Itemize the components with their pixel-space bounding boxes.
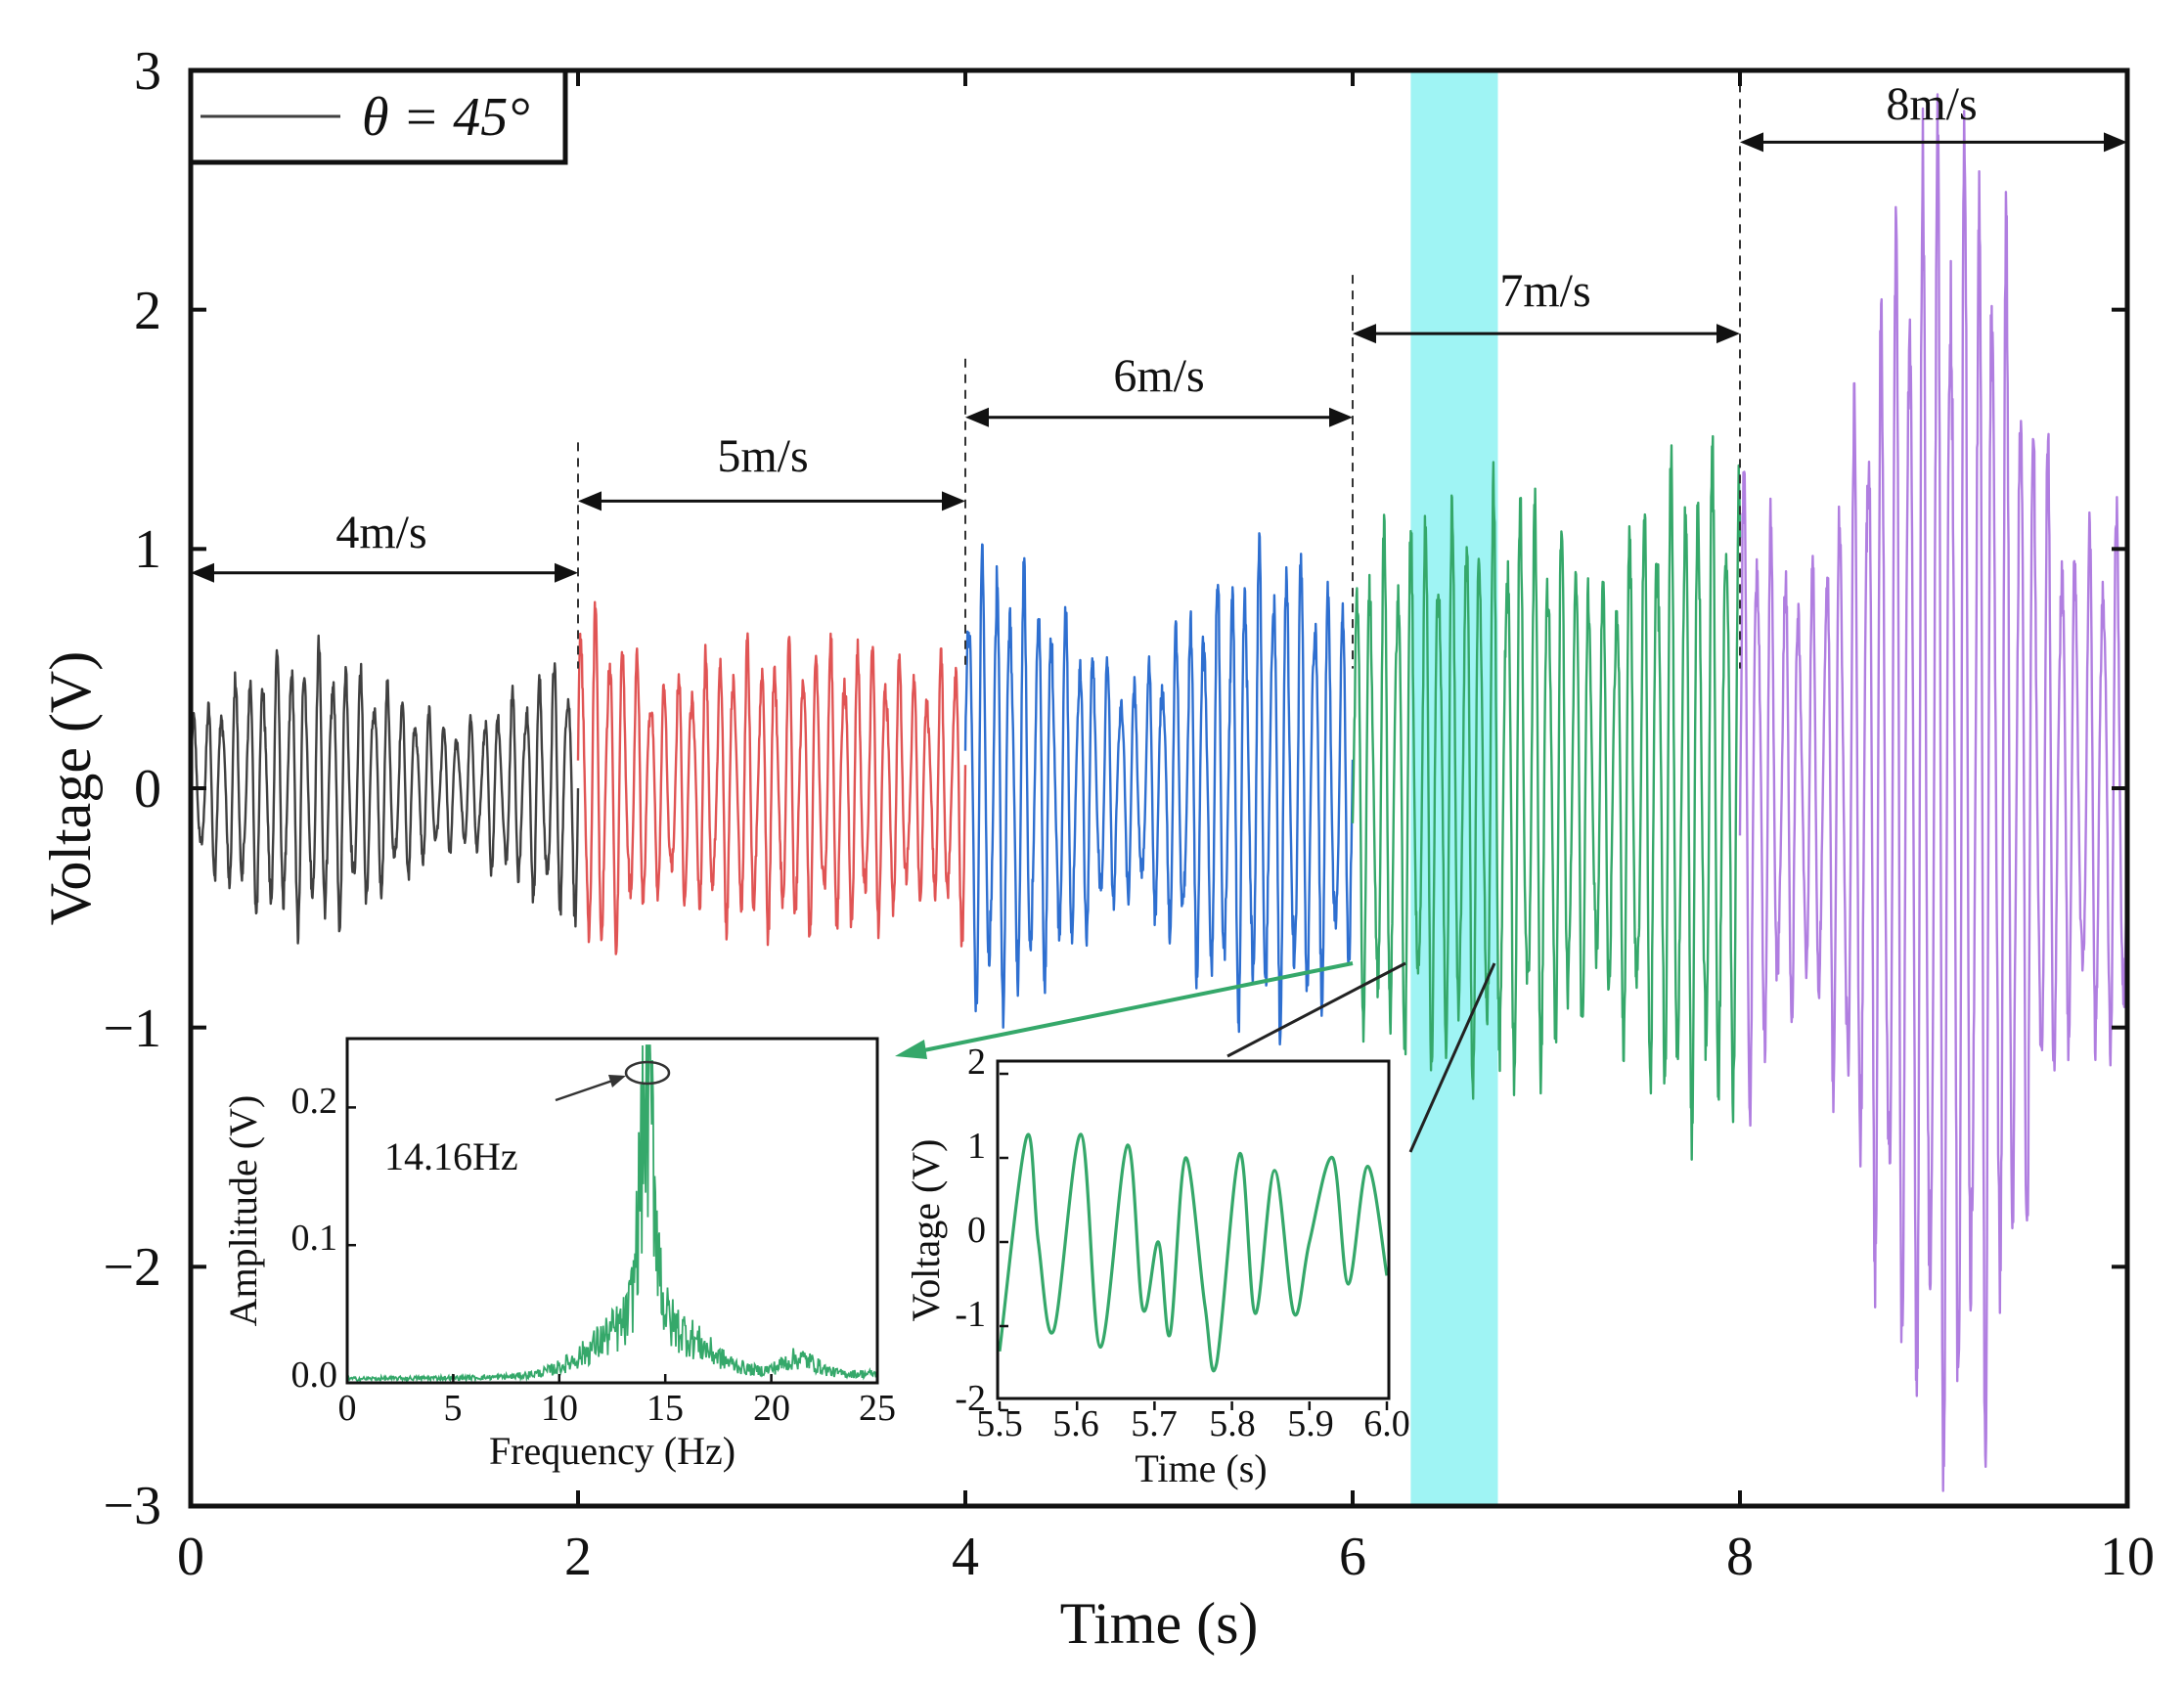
- x-axis-title: Time (s): [1060, 1591, 1259, 1656]
- speed-label-4: 4m/s: [335, 507, 426, 558]
- speed-annotations: 4m/s 5m/s 6m/s 7m/s 8m/s: [191, 78, 2127, 583]
- inset-fft-frame: [345, 1037, 879, 1385]
- x-tick-label: 10: [2100, 1527, 2155, 1587]
- fft-callout-arrow: [904, 961, 1354, 1056]
- zoom-y-axis-title: Voltage (V): [904, 1139, 948, 1322]
- zoom-callout-line-right: [1408, 962, 1496, 1153]
- fft-peak-marker: [624, 1060, 671, 1086]
- fft-y-tick-label: 0.0: [291, 1354, 338, 1396]
- fft-x-tick-label: 15: [646, 1388, 684, 1429]
- zoom-y-tick-label: -1: [955, 1294, 986, 1335]
- fft-x-tick-label: 25: [859, 1388, 896, 1429]
- fft-y-tick-label: 0.1: [291, 1218, 338, 1259]
- voltage-trace-7m/s: [1351, 434, 1742, 1161]
- y-tick-labels: 3 2 1 0 −1 −2 −3: [103, 41, 161, 1536]
- speed-arrowhead: [578, 491, 602, 511]
- fft-x-tick-label: 10: [541, 1388, 578, 1429]
- zoom-waveform: [998, 1132, 1389, 1373]
- x-tick-label: 0: [177, 1527, 204, 1587]
- fft-x-axis-title: Frequency (Hz): [489, 1429, 735, 1473]
- x-tick-labels: 0 2 4 6 8 10: [177, 1527, 2155, 1587]
- inset-zoom-chart: 5.5 5.6 5.7 5.8 5.9 6.0 2 1 0 -1 -2 Time…: [904, 1042, 1410, 1490]
- fft-spectrum-line: [346, 1044, 878, 1384]
- fft-y-tick-label: 0.2: [291, 1081, 338, 1122]
- y-tick-label: 3: [134, 41, 161, 102]
- speed-label-6: 6m/s: [1113, 350, 1204, 402]
- fft-x-tick-label: 0: [338, 1388, 357, 1429]
- fft-ticks: [345, 1106, 879, 1385]
- zoom-y-tick-label: 2: [967, 1042, 986, 1083]
- fft-callout-arrowhead: [895, 1040, 927, 1059]
- zoom-ticks: [998, 1072, 1389, 1412]
- zoom-y-tick-label: 0: [967, 1210, 986, 1251]
- speed-label-7: 7m/s: [1499, 265, 1590, 317]
- speed-arrowhead: [2104, 132, 2127, 153]
- x-tick-label: 2: [564, 1527, 592, 1587]
- fft-x-tick-label: 20: [753, 1388, 790, 1429]
- fft-peak-arrowhead: [608, 1075, 626, 1087]
- legend: θ = 45°: [188, 67, 568, 165]
- fft-x-tick-label: 5: [444, 1388, 463, 1429]
- speed-arrowhead: [1740, 132, 1763, 153]
- inset-zoom-frame: [996, 1059, 1391, 1400]
- y-tick-label: −1: [103, 998, 161, 1059]
- voltage-trace-8m/s: [1738, 93, 2129, 1492]
- zoom-x-tick-label: 5.6: [1052, 1403, 1099, 1444]
- fft-peak-label: 14.16Hz: [384, 1134, 518, 1178]
- speed-arrowhead: [191, 562, 214, 583]
- speed-arrowhead: [555, 562, 578, 583]
- x-tick-label: 8: [1726, 1527, 1754, 1587]
- x-tick-label: 6: [1339, 1527, 1366, 1587]
- speed-arrowhead: [1329, 407, 1353, 427]
- zoom-x-tick-label: 5.9: [1287, 1403, 1334, 1444]
- voltage-traces: [189, 93, 2129, 1492]
- zoom-x-tick-label: 5.7: [1131, 1403, 1178, 1444]
- voltage-trace-4m/s: [189, 634, 580, 945]
- voltage-trace-5m/s: [576, 600, 967, 955]
- zoom-waveform-line: [998, 1132, 1389, 1373]
- speed-label-5: 5m/s: [717, 430, 808, 482]
- speed-arrowhead: [1716, 324, 1740, 344]
- y-tick-label: −2: [103, 1237, 161, 1298]
- callout-lines: [895, 961, 1496, 1153]
- zoom-y-tick-label: -2: [955, 1378, 986, 1419]
- zoom-x-tick-label: 5.8: [1209, 1403, 1256, 1444]
- inset-fft-background: [347, 1039, 877, 1383]
- speed-arrowhead: [965, 407, 989, 427]
- inset-zoom-background: [998, 1061, 1389, 1398]
- y-axis-title: Voltage (V): [38, 651, 103, 926]
- y-tick-label: 2: [134, 281, 161, 341]
- legend-label: θ = 45°: [362, 87, 530, 148]
- zoom-x-tick-label: 6.0: [1363, 1403, 1410, 1444]
- speed-arrowhead: [942, 491, 965, 511]
- zoom-x-tick-label: 5.5: [976, 1403, 1023, 1444]
- speed-dividers: [577, 83, 1741, 669]
- y-tick-label: 1: [134, 519, 161, 580]
- y-tick-label: 0: [134, 759, 161, 820]
- zoom-y-tick-label: 1: [967, 1126, 986, 1167]
- fft-peak-arrow: [555, 1076, 622, 1102]
- speed-label-8: 8m/s: [1886, 78, 1977, 130]
- speed-arrowhead: [1353, 324, 1376, 344]
- zoom-callout-line-left: [1226, 961, 1406, 1058]
- x-tick-label: 4: [952, 1527, 979, 1587]
- fft-spectrum: [346, 1044, 878, 1384]
- voltage-trace-6m/s: [963, 532, 1355, 1046]
- inset-fft-chart: 14.16Hz 0 5 10 15 20 25 0.2 0.1 0.0 Freq…: [221, 1037, 896, 1473]
- fft-y-axis-title: Amplitude (V): [221, 1095, 265, 1327]
- y-tick-label: −3: [103, 1476, 161, 1536]
- zoom-x-axis-title: Time (s): [1135, 1446, 1267, 1490]
